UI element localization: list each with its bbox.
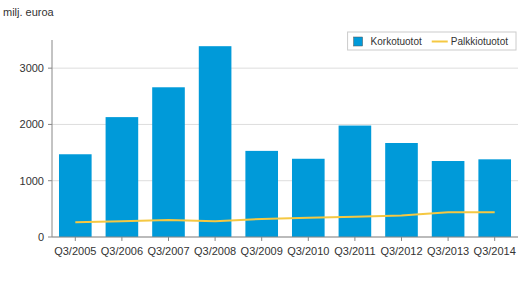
y-tick bbox=[48, 237, 52, 238]
x-tick-label: Q3/2008 bbox=[194, 245, 236, 257]
x-tick bbox=[308, 237, 309, 241]
x-tick bbox=[494, 237, 495, 241]
legend-box bbox=[348, 32, 516, 50]
chart-svg: milj. euroa 0 1000 2000 3000 Q3/2005 Q3/2006 Q3… bbox=[0, 0, 529, 302]
x-tick bbox=[261, 237, 262, 241]
x-tick bbox=[168, 237, 169, 241]
bar bbox=[478, 159, 511, 237]
bar bbox=[245, 151, 278, 237]
x-tick-label: Q3/2011 bbox=[334, 245, 375, 257]
y-tick bbox=[48, 124, 52, 125]
x-tick-label: Q3/2013 bbox=[427, 245, 469, 257]
x-tick bbox=[75, 237, 76, 241]
bar bbox=[59, 154, 92, 237]
y-tick-label: 0 bbox=[38, 231, 44, 243]
y-tick-label: 1000 bbox=[20, 175, 44, 187]
legend-item: Korkotuotot bbox=[354, 36, 422, 47]
bar bbox=[385, 143, 418, 237]
line bbox=[75, 212, 494, 222]
legend-item: Palkkiotuotot bbox=[432, 36, 508, 47]
x-tick bbox=[215, 237, 216, 241]
bar bbox=[432, 161, 465, 237]
y-tick-label: 2000 bbox=[20, 118, 44, 130]
legend-label: Palkkiotuotot bbox=[451, 36, 508, 47]
x-tick-label: Q3/2010 bbox=[287, 245, 329, 257]
legend-swatch bbox=[354, 37, 363, 46]
x-tick bbox=[401, 237, 402, 241]
bar bbox=[339, 126, 372, 237]
legend-swatch bbox=[432, 41, 448, 43]
x-tick bbox=[121, 237, 122, 241]
x-tick-label: Q3/2007 bbox=[147, 245, 189, 257]
x-tick-label: Q3/2005 bbox=[54, 245, 96, 257]
x-tick-label: Q3/2014 bbox=[474, 245, 516, 257]
x-tick-label: Q3/2012 bbox=[380, 245, 422, 257]
bar bbox=[292, 159, 325, 237]
chart-container: milj. euroa 0 1000 2000 3000 Q3/2005 Q3/2006 Q3… bbox=[0, 0, 529, 302]
bar bbox=[152, 87, 185, 237]
grid-line bbox=[52, 68, 518, 69]
y-tick bbox=[48, 68, 52, 69]
bar bbox=[199, 46, 232, 237]
x-tick bbox=[448, 237, 449, 241]
x-tick bbox=[354, 237, 355, 241]
legend-label: Korkotuotot bbox=[371, 36, 422, 47]
y-axis-title: milj. euroa bbox=[3, 6, 55, 18]
y-axis-line bbox=[52, 40, 53, 237]
x-tick-label: Q3/2006 bbox=[101, 245, 143, 257]
bar bbox=[106, 117, 139, 237]
legend: Korkotuotot Palkkiotuotot bbox=[348, 32, 516, 50]
x-tick-label: Q3/2009 bbox=[241, 245, 283, 257]
plot-marks bbox=[59, 46, 511, 237]
y-tick bbox=[48, 180, 52, 181]
y-tick-label: 3000 bbox=[20, 62, 44, 74]
